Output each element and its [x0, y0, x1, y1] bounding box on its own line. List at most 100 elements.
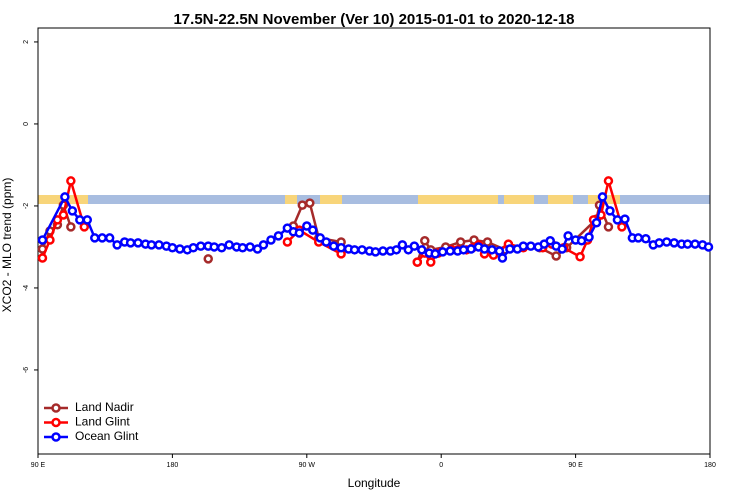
land-strip — [504, 195, 534, 204]
x-tick-label: 180 — [167, 462, 179, 469]
point — [605, 206, 615, 216]
point — [336, 243, 346, 253]
point — [196, 241, 206, 251]
point — [518, 241, 529, 251]
point — [112, 240, 122, 250]
point — [445, 246, 455, 256]
point — [216, 243, 227, 253]
point — [224, 240, 234, 250]
point — [308, 225, 318, 235]
point — [203, 254, 213, 264]
point — [146, 240, 157, 250]
point — [425, 257, 436, 267]
point — [617, 222, 627, 232]
point — [302, 221, 312, 231]
point — [370, 247, 381, 257]
legend-marker — [51, 432, 61, 442]
point — [188, 243, 199, 253]
land-strip — [548, 195, 573, 204]
point — [97, 233, 107, 243]
point — [245, 242, 255, 252]
point — [391, 245, 402, 255]
point — [654, 238, 664, 248]
point — [641, 233, 651, 244]
point — [282, 237, 293, 247]
y-tick-label: 0 — [23, 122, 30, 126]
point — [75, 215, 85, 225]
point — [620, 214, 630, 224]
point — [612, 215, 623, 225]
chart-title: 17.5N-22.5N November (Ver 10) 2015-01-01… — [173, 11, 574, 28]
point — [526, 241, 536, 251]
x-tick-label: 90 E — [31, 462, 46, 469]
point — [669, 238, 679, 248]
point — [357, 245, 367, 255]
point — [125, 238, 136, 248]
map-strip — [38, 195, 710, 204]
point — [273, 231, 284, 241]
point — [551, 251, 561, 261]
point — [584, 232, 594, 242]
point — [597, 192, 608, 202]
point — [455, 237, 466, 247]
point — [412, 257, 423, 267]
point — [104, 233, 115, 243]
point — [297, 200, 308, 210]
point — [258, 240, 269, 250]
point — [420, 236, 430, 246]
ocean-strip — [38, 195, 710, 204]
point — [603, 176, 614, 186]
x-tick-label: 180 — [704, 462, 716, 469]
legend-marker — [51, 417, 61, 428]
point — [66, 222, 76, 232]
point — [409, 241, 420, 251]
y-tick-label: -6 — [23, 367, 30, 373]
land-strip — [418, 195, 498, 204]
point — [37, 235, 48, 245]
point — [479, 244, 490, 254]
point — [633, 233, 644, 243]
point — [576, 236, 587, 246]
point — [237, 243, 248, 253]
point — [458, 245, 469, 255]
point — [487, 245, 497, 255]
land-strip — [285, 195, 297, 204]
point — [690, 239, 700, 249]
point — [397, 240, 408, 250]
point — [545, 236, 555, 246]
point — [591, 218, 602, 228]
point — [175, 244, 185, 254]
x-tick-label: 90 W — [299, 462, 316, 469]
y-tick-label: -2 — [23, 203, 30, 209]
x-tick-label: 0 — [439, 462, 443, 469]
point — [167, 243, 178, 253]
point — [575, 252, 585, 262]
point — [349, 245, 360, 255]
legend-label: Land Nadir — [75, 400, 134, 414]
point — [89, 233, 100, 243]
point — [133, 238, 143, 248]
point — [67, 206, 78, 216]
point — [437, 247, 448, 257]
point — [417, 245, 427, 255]
point — [430, 249, 440, 259]
legend-marker — [51, 403, 61, 413]
point — [557, 244, 567, 254]
point — [82, 215, 93, 225]
point — [703, 242, 714, 252]
land-strip — [320, 195, 342, 204]
point — [154, 240, 164, 250]
point — [378, 246, 388, 256]
legend-label: Ocean Glint — [75, 429, 139, 443]
point — [321, 237, 331, 247]
point — [315, 233, 325, 243]
point — [266, 235, 276, 245]
point — [45, 235, 55, 245]
legend-label: Land Glint — [75, 415, 130, 429]
point — [497, 253, 508, 263]
point — [682, 239, 693, 249]
point — [209, 242, 219, 252]
y-tick-label: -4 — [23, 285, 30, 291]
point — [603, 222, 614, 232]
